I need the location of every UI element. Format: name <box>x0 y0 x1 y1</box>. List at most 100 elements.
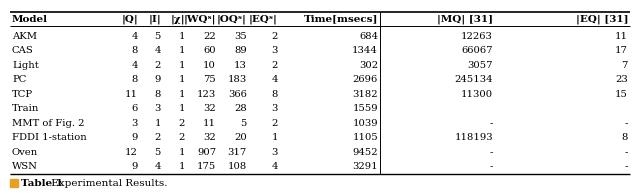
Text: 2: 2 <box>155 133 161 142</box>
Text: 1: 1 <box>179 75 185 84</box>
Text: 35: 35 <box>234 32 247 41</box>
Text: 907: 907 <box>197 148 216 157</box>
Text: 302: 302 <box>359 61 378 70</box>
Text: 22: 22 <box>204 32 216 41</box>
Text: 3057: 3057 <box>467 61 493 70</box>
Text: 8: 8 <box>132 75 138 84</box>
Text: 5: 5 <box>155 32 161 41</box>
Text: 1: 1 <box>179 162 185 171</box>
Text: 1: 1 <box>179 90 185 99</box>
Text: Experimental Results.: Experimental Results. <box>48 178 168 187</box>
Text: 15: 15 <box>615 90 628 99</box>
Text: 9: 9 <box>132 162 138 171</box>
Text: |OQˢ|: |OQˢ| <box>217 14 247 24</box>
Text: 183: 183 <box>228 75 247 84</box>
Text: -: - <box>490 119 493 128</box>
Text: 3: 3 <box>271 46 278 55</box>
Text: |EQˢ|: |EQˢ| <box>249 14 278 24</box>
Text: 12: 12 <box>125 148 138 157</box>
Text: 175: 175 <box>196 162 216 171</box>
Text: 317: 317 <box>228 148 247 157</box>
Text: WSN: WSN <box>12 162 38 171</box>
Text: 123: 123 <box>196 90 216 99</box>
Text: |MQ| [31]: |MQ| [31] <box>437 14 493 24</box>
Text: 118193: 118193 <box>454 133 493 142</box>
Text: Table 1: Table 1 <box>21 178 63 187</box>
Text: 8: 8 <box>271 90 278 99</box>
Text: 60: 60 <box>204 46 216 55</box>
Text: FDDI 1-station: FDDI 1-station <box>12 133 87 142</box>
Text: 66067: 66067 <box>461 46 493 55</box>
Text: 32: 32 <box>204 133 216 142</box>
Text: 4: 4 <box>271 162 278 171</box>
Text: Oven: Oven <box>12 148 38 157</box>
Text: 1039: 1039 <box>353 119 378 128</box>
Text: 684: 684 <box>359 32 378 41</box>
Text: -: - <box>625 162 628 171</box>
Text: 1: 1 <box>154 119 161 128</box>
Text: AKM: AKM <box>12 32 37 41</box>
Text: CAS: CAS <box>12 46 34 55</box>
Text: 1344: 1344 <box>352 46 378 55</box>
Text: |I|: |I| <box>148 14 161 24</box>
Text: 3182: 3182 <box>353 90 378 99</box>
Text: 1: 1 <box>179 46 185 55</box>
Text: 9452: 9452 <box>353 148 378 157</box>
Text: 11: 11 <box>615 32 628 41</box>
Text: 3291: 3291 <box>353 162 378 171</box>
Text: |χ|: |χ| <box>170 14 185 24</box>
Text: 3: 3 <box>271 148 278 157</box>
Text: 20: 20 <box>234 133 247 142</box>
Text: 6: 6 <box>132 104 138 113</box>
Text: |EQ| [31]: |EQ| [31] <box>575 14 628 24</box>
Text: 366: 366 <box>228 90 247 99</box>
Text: 2: 2 <box>179 119 185 128</box>
Text: 13: 13 <box>234 61 247 70</box>
Text: 245134: 245134 <box>454 75 493 84</box>
Text: 5: 5 <box>241 119 247 128</box>
Text: 3: 3 <box>132 119 138 128</box>
Text: 5: 5 <box>155 148 161 157</box>
Text: -: - <box>625 119 628 128</box>
Text: 1105: 1105 <box>352 133 378 142</box>
Text: 108: 108 <box>228 162 247 171</box>
Text: 11300: 11300 <box>461 90 493 99</box>
Text: Time[msecs]: Time[msecs] <box>303 15 378 23</box>
Text: 10: 10 <box>203 61 216 70</box>
Text: 1: 1 <box>271 133 278 142</box>
Text: 9: 9 <box>155 75 161 84</box>
Text: 28: 28 <box>234 104 247 113</box>
Text: 17: 17 <box>615 46 628 55</box>
Text: Model: Model <box>12 15 48 23</box>
Text: |Q|: |Q| <box>121 14 138 24</box>
Text: 11: 11 <box>203 119 216 128</box>
Text: 11: 11 <box>125 90 138 99</box>
Text: 4: 4 <box>271 75 278 84</box>
Text: 12263: 12263 <box>461 32 493 41</box>
Text: 2: 2 <box>155 61 161 70</box>
Text: MMT of Fig. 2: MMT of Fig. 2 <box>12 119 84 128</box>
Text: 8: 8 <box>132 46 138 55</box>
Text: 89: 89 <box>234 46 247 55</box>
Text: 4: 4 <box>154 162 161 171</box>
Text: 2696: 2696 <box>353 75 378 84</box>
Text: 4: 4 <box>131 32 138 41</box>
Text: 23: 23 <box>615 75 628 84</box>
Text: 1: 1 <box>179 104 185 113</box>
Text: 2: 2 <box>271 119 278 128</box>
Text: 9: 9 <box>132 133 138 142</box>
Text: 3: 3 <box>155 104 161 113</box>
Text: 1: 1 <box>179 61 185 70</box>
Text: PC: PC <box>12 75 26 84</box>
Text: 75: 75 <box>204 75 216 84</box>
Text: Light: Light <box>12 61 39 70</box>
Text: -: - <box>490 148 493 157</box>
Text: 4: 4 <box>131 61 138 70</box>
Text: 7: 7 <box>621 61 628 70</box>
Text: 2: 2 <box>179 133 185 142</box>
Bar <box>10 179 18 187</box>
Text: 4: 4 <box>154 46 161 55</box>
Text: |WQˢ|: |WQˢ| <box>184 14 216 24</box>
Text: TCP: TCP <box>12 90 33 99</box>
Text: 8: 8 <box>155 90 161 99</box>
